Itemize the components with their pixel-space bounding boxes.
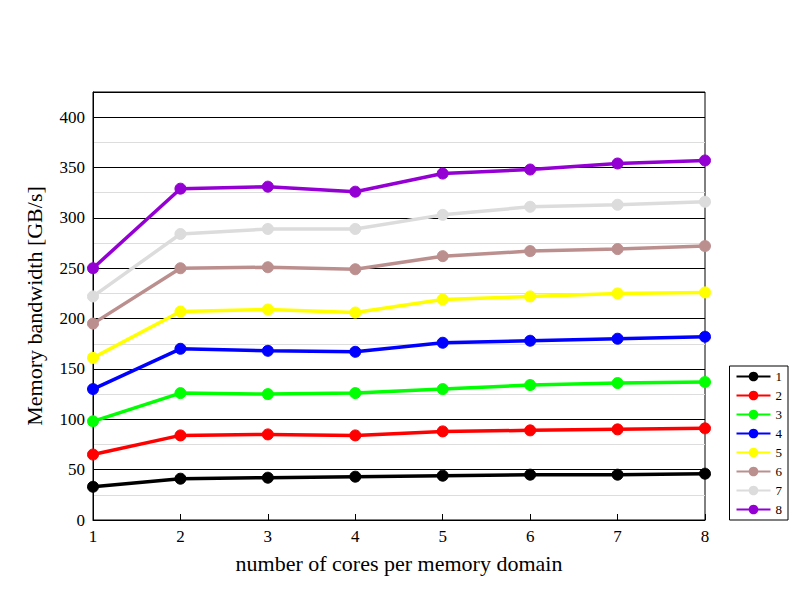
svg-text:250: 250 [60,259,86,278]
svg-text:1: 1 [89,527,98,546]
svg-text:350: 350 [60,158,86,177]
svg-text:7: 7 [776,483,783,498]
svg-text:7: 7 [613,527,622,546]
svg-text:3: 3 [776,407,783,422]
svg-text:8: 8 [776,502,783,517]
svg-text:5: 5 [776,445,783,460]
svg-text:Memory bandwidth [GB/s]: Memory bandwidth [GB/s] [22,186,47,426]
svg-text:2: 2 [776,388,783,403]
svg-text:100: 100 [60,410,86,429]
svg-text:8: 8 [701,527,710,546]
svg-text:200: 200 [60,309,86,328]
svg-text:3: 3 [264,527,273,546]
svg-text:150: 150 [60,359,86,378]
svg-text:300: 300 [60,208,86,227]
svg-text:6: 6 [776,464,783,479]
svg-text:6: 6 [526,527,535,546]
svg-text:2: 2 [176,527,185,546]
svg-text:0: 0 [77,511,86,530]
svg-text:5: 5 [438,527,447,546]
svg-text:number of cores per memory dom: number of cores per memory domain [236,551,563,576]
svg-text:4: 4 [776,426,783,441]
svg-text:50: 50 [68,460,85,479]
svg-text:400: 400 [60,108,86,127]
svg-text:1: 1 [776,369,783,384]
svg-text:4: 4 [351,527,360,546]
